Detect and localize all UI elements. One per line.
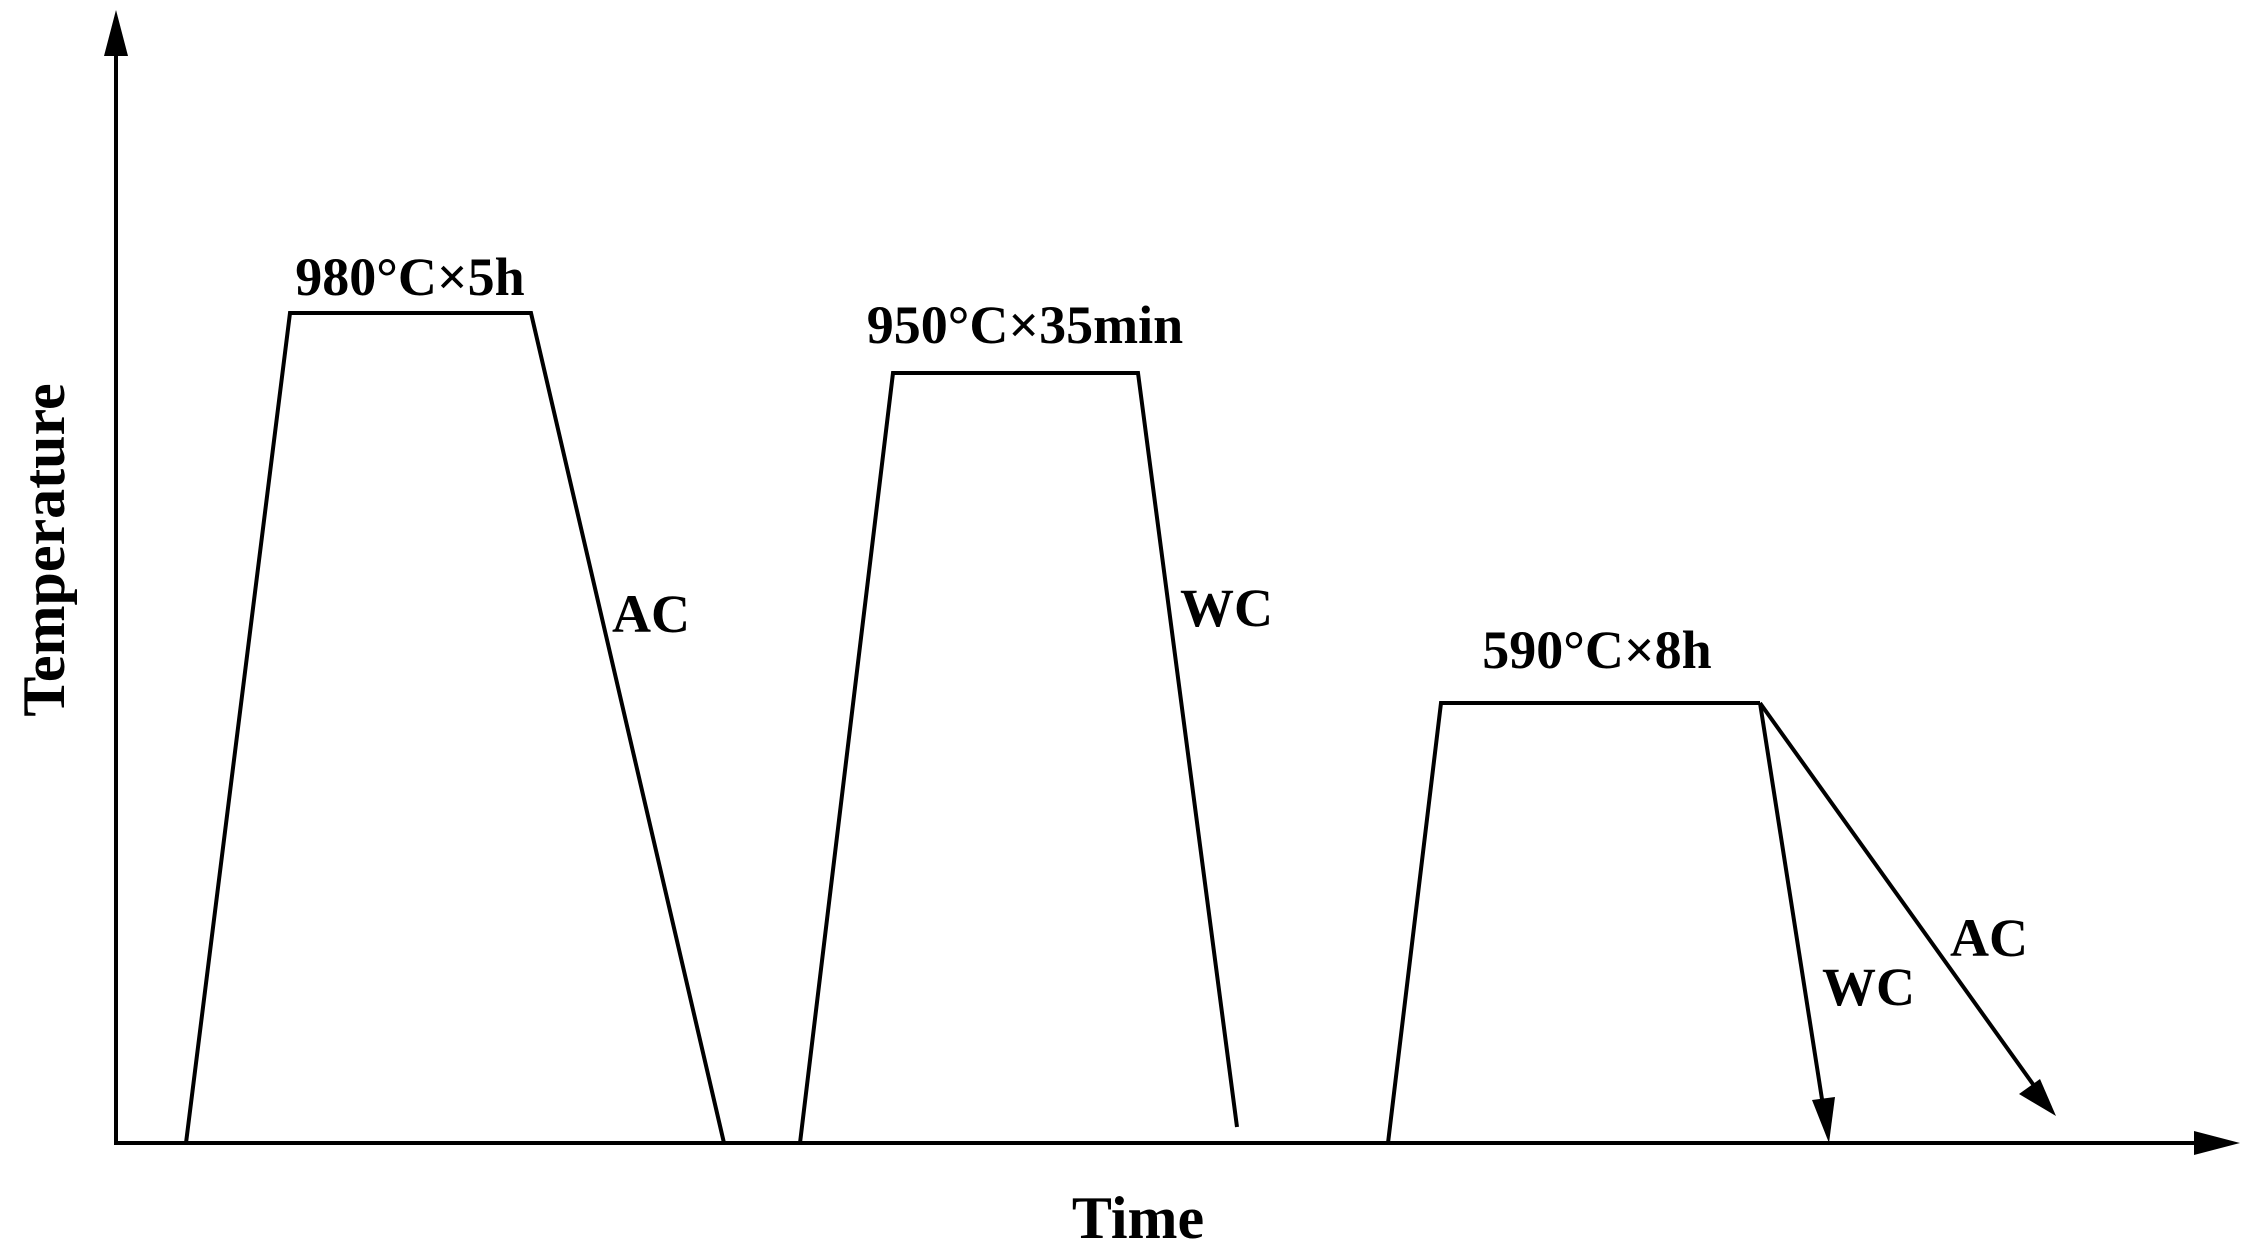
stage-2-cooling-label: WC	[1180, 578, 1273, 638]
stage-1-cooling-label: AC	[612, 584, 690, 644]
stage-3-ac-branch	[1758, 701, 2037, 1089]
stage-3-label: 590°C×8h	[1482, 620, 1711, 680]
x-axis-arrowhead	[2194, 1131, 2240, 1155]
stage-1-label: 980°C×5h	[295, 247, 524, 307]
x-axis-label: Time	[1072, 1185, 1204, 1250]
stage-2-label: 950°C×35min	[867, 295, 1183, 355]
stage-1-profile	[184, 311, 726, 1144]
y-axis-label: Temperature	[11, 383, 77, 716]
y-axis-arrowhead	[104, 10, 128, 56]
stage-2-profile	[798, 371, 1239, 1144]
stage-3-wc-arrowhead	[1812, 1097, 1835, 1143]
stage-3-ac-arrowhead	[2019, 1079, 2056, 1116]
stage-3-wc-label: WC	[1822, 957, 1915, 1017]
stage-3-profile	[1386, 701, 1760, 1144]
stage-3-ac-label: AC	[1950, 908, 2028, 968]
stage-3-wc-branch	[1758, 702, 1826, 1113]
